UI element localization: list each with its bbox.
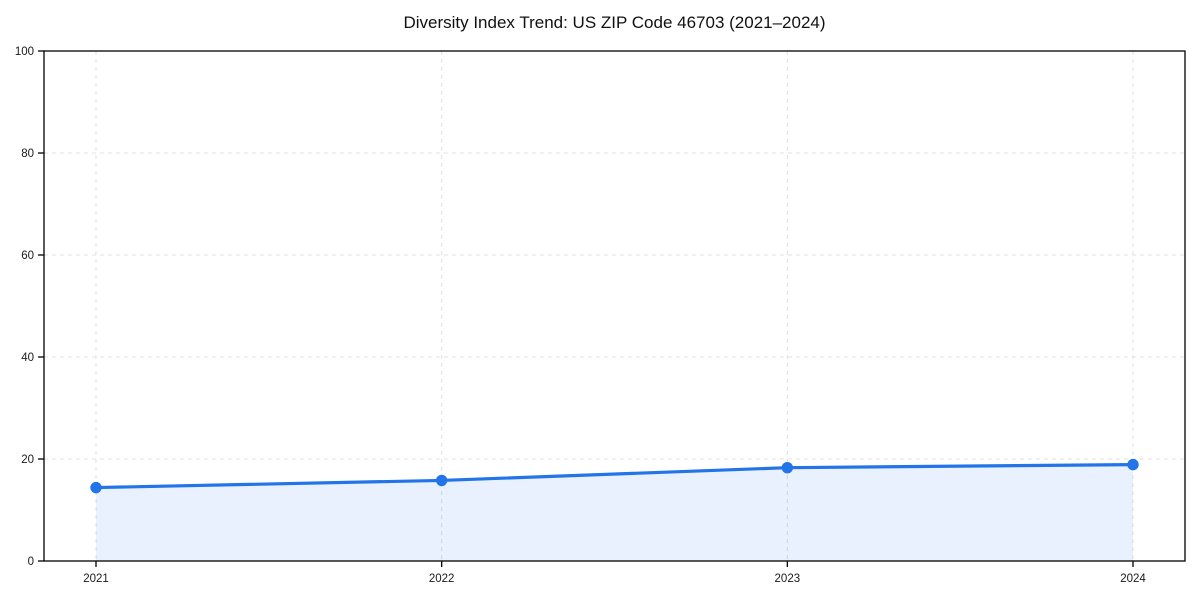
y-tick-label-80: 80 <box>21 148 34 160</box>
y-tick-label-20: 20 <box>21 454 34 466</box>
data-point-2021 <box>90 481 102 494</box>
area-fill <box>96 464 1133 561</box>
y-tick-label-0: 0 <box>28 556 34 568</box>
y-tick-label-40: 40 <box>21 352 34 364</box>
plot-border <box>43 50 1186 562</box>
x-tick-label-2021: 2021 <box>83 573 109 585</box>
chart-title: Diversity Index Trend: US ZIP Code 46703… <box>403 13 826 32</box>
x-tick-label-2023: 2023 <box>775 573 801 585</box>
data-point-2022 <box>435 474 448 487</box>
data-point-2023 <box>781 461 794 474</box>
trend-line <box>94 463 1135 490</box>
y-tick-label-60: 60 <box>21 250 34 262</box>
y-tick-label-100: 100 <box>15 46 34 58</box>
x-tick-label-2024: 2024 <box>1120 573 1146 585</box>
data-point-2024 <box>1127 458 1139 471</box>
x-tick-label-2022: 2022 <box>429 573 455 585</box>
